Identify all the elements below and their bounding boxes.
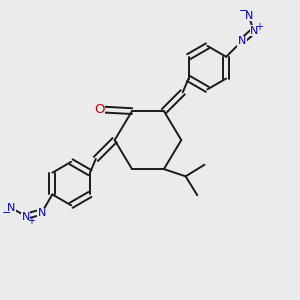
Text: O: O: [94, 103, 104, 116]
Text: −: −: [2, 208, 11, 218]
Text: +: +: [28, 216, 35, 226]
Text: N: N: [38, 208, 46, 218]
Text: N: N: [22, 212, 30, 222]
Text: −: −: [239, 6, 248, 16]
Text: N: N: [245, 11, 254, 21]
Text: N: N: [238, 36, 246, 46]
Text: N: N: [250, 26, 259, 36]
Text: N: N: [7, 203, 15, 213]
Text: +: +: [256, 22, 263, 32]
